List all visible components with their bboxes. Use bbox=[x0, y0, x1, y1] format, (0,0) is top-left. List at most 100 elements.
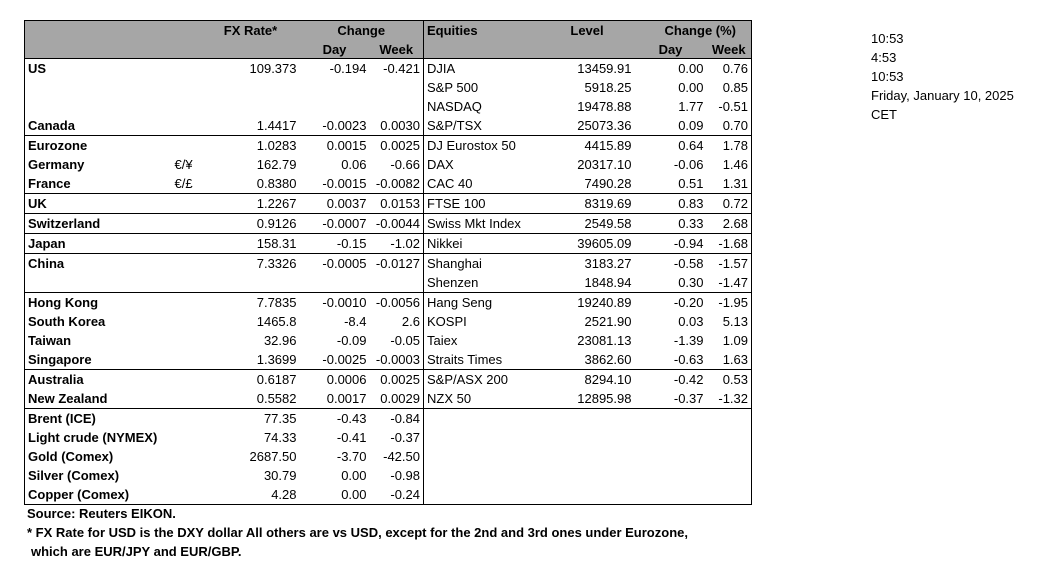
cell-name: US bbox=[24, 58, 172, 78]
cell-fx-week: -0.84 bbox=[369, 408, 424, 428]
cell-eq-week: 1.09 bbox=[706, 331, 752, 350]
cell-fx-week: -0.0044 bbox=[369, 213, 424, 234]
level-header: Level bbox=[539, 20, 635, 41]
cell-eq: KOSPI bbox=[427, 314, 467, 329]
cell-eq-day: -0.94 bbox=[634, 233, 707, 254]
cell-eq-day: 0.03 bbox=[678, 314, 704, 329]
cell-eq-week: 1.78 bbox=[706, 135, 752, 155]
cell-name: Germany bbox=[24, 155, 172, 174]
footnote-line-2: which are EUR/JPY and EUR/GBP. bbox=[31, 544, 242, 559]
cell-level: 25073.36 bbox=[577, 118, 632, 133]
cell-fx-day: 0.00 bbox=[299, 485, 370, 505]
table-row: Australia 0.6187 0.0006 0.0025 S&P/ASX 200 82… bbox=[24, 369, 752, 389]
equities-header: Equities bbox=[423, 20, 540, 41]
cell-fx: 2687.50 bbox=[249, 449, 297, 464]
cell-name: South Korea bbox=[24, 312, 172, 331]
cell-fx-day: -0.0007 bbox=[299, 213, 370, 234]
cell-cur bbox=[171, 233, 202, 254]
cell-eq: Nikkei bbox=[423, 233, 540, 254]
cell-fx bbox=[202, 273, 300, 293]
table-row: Germany €/¥ 162.79 0.06 -0.66 DAX 20317.10 -0.0… bbox=[24, 155, 752, 174]
cell-eq-day bbox=[635, 466, 707, 485]
cell-eq: Shenzen bbox=[427, 275, 479, 290]
cell-fx-day: -0.0015 bbox=[322, 176, 367, 191]
cell-fx-day: -0.0005 bbox=[299, 253, 370, 273]
cell-fx bbox=[202, 97, 300, 116]
cell-eq-week: 0.70 bbox=[706, 116, 752, 136]
timezone: CET bbox=[871, 107, 897, 122]
cell-cur bbox=[171, 292, 202, 312]
table-row: New Zealand 0.5582 0.0017 0.0029 NZX 50 12895… bbox=[24, 389, 752, 409]
cell-level: 2521.90 bbox=[584, 314, 632, 329]
table-row: South Korea 1465.8 -8.4 2.6 KOSPI 2521.90 0.03… bbox=[24, 312, 752, 331]
table-row: Eurozone 1.0283 0.0015 0.0025 DJ Eurostox 50… bbox=[24, 135, 752, 155]
cell-fx: 74.33 bbox=[263, 430, 297, 445]
cell-eq: NASDAQ bbox=[427, 99, 482, 114]
cell-eq-week bbox=[706, 447, 752, 466]
cell-name bbox=[24, 78, 172, 97]
cell-level: 23081.13 bbox=[577, 333, 632, 348]
cell-name: Eurozone bbox=[24, 135, 172, 155]
cell-eq-day bbox=[634, 485, 707, 505]
cell-fx-week: 0.0025 bbox=[369, 135, 424, 155]
cell-fx-day: 0.06 bbox=[341, 157, 367, 172]
cell-fx-week: -0.66 bbox=[369, 155, 424, 174]
cell-fx-day: -0.43 bbox=[299, 408, 370, 428]
cell-eq: DJIA bbox=[423, 58, 540, 78]
cell-fx-week: -42.50 bbox=[369, 447, 424, 466]
cell-cur bbox=[171, 253, 202, 273]
cell-fx-day bbox=[300, 78, 370, 97]
cell-eq-week: 1.31 bbox=[706, 174, 752, 194]
week-header: Week bbox=[369, 41, 424, 59]
cell-name: Canada bbox=[24, 116, 172, 136]
cell-fx-week: -0.24 bbox=[369, 485, 424, 505]
cell-fx: 77.35 bbox=[201, 408, 300, 428]
cell-eq-week: 0.53 bbox=[706, 369, 752, 389]
cell-eq-week: -1.32 bbox=[706, 389, 752, 409]
cell-cur bbox=[172, 97, 202, 116]
table-row: Light crude (NYMEX) 74.33 -0.41 -0.37 bbox=[24, 428, 752, 447]
cell-cur bbox=[172, 273, 202, 293]
cell-cur bbox=[172, 78, 202, 97]
cell-level bbox=[540, 447, 635, 466]
cell-cur bbox=[171, 408, 202, 428]
cell-level bbox=[540, 428, 635, 447]
cell-fx-week: 0.0030 bbox=[369, 116, 424, 136]
cell-eq-day: 0.00 bbox=[678, 80, 704, 95]
cell-cur bbox=[172, 447, 202, 466]
cell-name: Hong Kong bbox=[24, 292, 172, 312]
footnote-line-1: * FX Rate for USD is the DXY dollar All … bbox=[27, 525, 688, 540]
cell-eq-day: 0.64 bbox=[634, 135, 707, 155]
cell-fx: 1465.8 bbox=[256, 314, 297, 329]
cell-fx-day: -0.0010 bbox=[299, 292, 370, 312]
cell-fx: 1.4417 bbox=[256, 118, 297, 133]
cell-eq: FTSE 100 bbox=[423, 193, 540, 214]
cell-eq-day: 0.00 bbox=[634, 58, 707, 78]
cell-cur: €/¥ bbox=[174, 157, 193, 172]
cell-eq-week: -1.57 bbox=[706, 253, 752, 273]
cell-eq-week: -1.95 bbox=[706, 292, 752, 312]
time-3: 10:53 bbox=[871, 69, 904, 84]
cell-fx-week: -0.0127 bbox=[369, 253, 424, 273]
cell-cur bbox=[171, 485, 202, 505]
cell-eq-week bbox=[706, 428, 752, 447]
header-row-2: Day Week Day Week bbox=[24, 41, 752, 59]
cell-fx-day: -0.09 bbox=[336, 333, 367, 348]
date: Friday, January 10, 2025 bbox=[871, 88, 1014, 103]
cell-eq-day bbox=[635, 428, 707, 447]
cell-eq bbox=[423, 485, 540, 505]
cell-cur bbox=[172, 116, 202, 136]
table-row: Canada 1.4417 -0.0023 0.0030 S&P/TSX 25073.36… bbox=[24, 116, 752, 136]
table-row: Switzerland 0.9126 -0.0007 -0.0044 Swiss Mkt… bbox=[24, 213, 752, 234]
cell-name: Japan bbox=[24, 233, 172, 254]
cell-name: Brent (ICE) bbox=[24, 408, 172, 428]
cell-level: 20317.10 bbox=[577, 157, 632, 172]
cell-eq-week bbox=[706, 466, 752, 485]
cell-fx: 30.79 bbox=[263, 468, 297, 483]
cell-fx: 0.6187 bbox=[201, 369, 300, 389]
table-row: Brent (ICE) 77.35 -0.43 -0.84 bbox=[24, 408, 752, 428]
cell-eq: Hang Seng bbox=[423, 292, 540, 312]
cell-fx: 4.28 bbox=[201, 485, 300, 505]
cell-fx-day: 0.0015 bbox=[299, 135, 370, 155]
cell-eq-day: 0.09 bbox=[678, 118, 704, 133]
